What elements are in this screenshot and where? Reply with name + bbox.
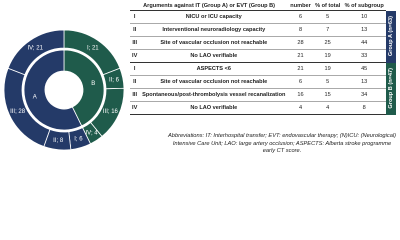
roman-cell: I <box>130 10 140 24</box>
group-label: Group A (n=63) <box>388 16 394 57</box>
argument-cell: Site of vascular occlusion not reachable <box>139 36 289 50</box>
header-row: Arguments against IT (Group A) or EVT (G… <box>130 2 396 11</box>
number-cell: 4 <box>288 101 313 115</box>
number-cell: 33 <box>342 49 386 63</box>
table-row: I ASPECTS <6 21 19 45 Group B (n=47) <box>130 62 396 115</box>
roman-cell: III <box>130 36 140 50</box>
roman-cell: II <box>130 23 140 37</box>
data-table: Arguments against IT (Group A) or EVT (G… <box>130 2 396 115</box>
argument-cell: ASPECTS <6 <box>139 62 289 76</box>
roman-cell: IV <box>130 49 140 63</box>
table-row: III Site of vascular occlusion not reacha… <box>130 36 396 50</box>
roman-cell: I <box>130 62 140 76</box>
donut-chart: I; 21 II; 6 III; 16 IV; 4I; 6 II; 8 III; 28 IV… <box>3 29 125 151</box>
argument-cell: No LAO verifiable <box>139 101 289 115</box>
number-cell: 5 <box>312 75 343 89</box>
inner-label: A <box>33 94 37 100</box>
outer-label: IV; 4 <box>86 130 99 136</box>
number-cell: 6 <box>288 75 313 89</box>
number-cell: 5 <box>312 10 343 24</box>
argument-cell: Spontaneous/post-thrombolysis vessel rec… <box>139 88 289 102</box>
table-row: I NICU or ICU capacity 6 5 10 Group A (n=63) <box>130 10 396 63</box>
table-row: II Site of vascular occlusion not reachab… <box>130 75 396 89</box>
roman-cell: II <box>130 75 140 89</box>
argument-cell: NICU or ICU capacity <box>139 10 289 24</box>
roman-cell: III <box>130 88 140 102</box>
inner-segment <box>23 49 83 131</box>
outer-label: I; 6 <box>74 137 83 143</box>
group-label-cell: Group B (n=47) <box>386 62 396 115</box>
header-cell: Arguments against IT (Group A) or EVT (G… <box>130 2 289 11</box>
table-row: IV No LAO verifiable 21 19 33 <box>130 49 396 63</box>
outer-label: III; 28 <box>10 109 26 115</box>
header-cell-empty <box>386 2 396 11</box>
outer-label: II; 8 <box>53 138 64 144</box>
outer-label: III; 16 <box>103 109 119 115</box>
table-row: II Interventional neuroradiology capacity… <box>130 23 396 37</box>
number-cell: 8 <box>342 101 386 115</box>
table-row: III Spontaneous/post-thrombolysis vessel … <box>130 88 396 102</box>
roman-cell: IV <box>130 101 140 115</box>
number-cell: 25 <box>312 36 343 50</box>
number-cell: 19 <box>312 49 343 63</box>
group-label: Group B (n=47) <box>388 68 394 109</box>
header-cell: % of total <box>312 2 343 11</box>
group-label-cell: Group A (n=63) <box>386 10 396 63</box>
number-cell: 45 <box>342 62 386 76</box>
number-cell: 7 <box>312 23 343 37</box>
number-cell: 21 <box>288 49 313 63</box>
argument-cell: Site of vascular occlusion not reachable <box>139 75 289 89</box>
number-cell: 10 <box>342 10 386 24</box>
inner-label: B <box>91 81 95 87</box>
number-cell: 34 <box>342 88 386 102</box>
number-cell: 6 <box>288 10 313 24</box>
outer-label: I; 21 <box>87 45 99 51</box>
abbreviations: Abbreviations: IT: Interhospital transfe… <box>168 133 397 155</box>
number-cell: 15 <box>312 88 343 102</box>
outer-label: II; 6 <box>109 77 120 83</box>
number-cell: 13 <box>342 23 386 37</box>
number-cell: 16 <box>288 88 313 102</box>
number-cell: 21 <box>288 62 313 76</box>
argument-cell: Interventional neuroradiology capacity <box>139 23 289 37</box>
number-cell: 28 <box>288 36 313 50</box>
inner-segment <box>63 49 105 127</box>
argument-cell: No LAO verifiable <box>139 49 289 63</box>
header-cell: % of subgroup <box>342 2 386 11</box>
number-cell: 13 <box>342 75 386 89</box>
number-cell: 44 <box>342 36 386 50</box>
number-cell: 4 <box>312 101 343 115</box>
header-cell: number <box>288 2 313 11</box>
number-cell: 19 <box>312 62 343 76</box>
number-cell: 8 <box>288 23 313 37</box>
table-row: IV No LAO verifiable 4 4 8 <box>130 101 396 115</box>
outer-label: IV; 21 <box>27 45 43 51</box>
page: I; 21 II; 6 III; 16 IV; 4 I; 6 II; 8 III; 28 IV… <box>3 2 397 155</box>
outer-segment <box>7 29 65 76</box>
